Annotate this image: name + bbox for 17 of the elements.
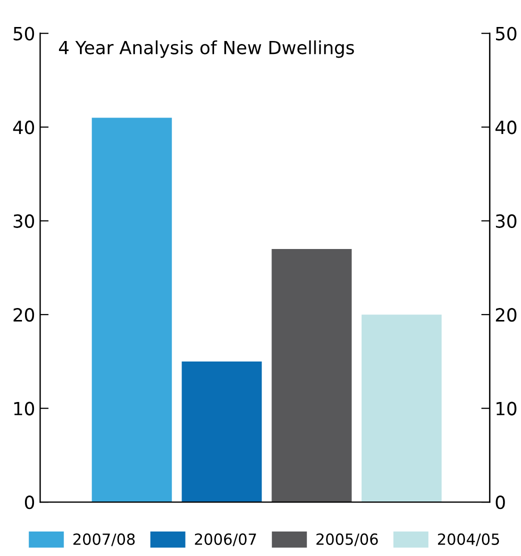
y2-tick-label: 20 [496,308,516,322]
chart-title: 4 Year Analysis of New Dwellings [58,40,354,58]
y-tick-label: 40 [13,120,34,134]
legend-label: 2007/08 [73,533,135,546]
y2-tick-label: 10 [496,402,516,416]
y-tick-label: 30 [14,214,34,228]
y-tick-label: 20 [14,308,34,322]
legend-label: 2005/06 [316,533,378,546]
legend-label: 2006/07 [194,533,256,546]
y2-tick-label: 0 [496,496,505,510]
y2-tick-label: 50 [496,26,516,40]
y-tick-label: 10 [14,402,34,416]
legend-label: 2004/05 [438,533,500,546]
y-tick-label: 0 [24,496,34,510]
y2-tick-label: 40 [495,120,516,134]
y2-tick-label: 30 [496,214,516,228]
y-tick-label: 50 [14,26,34,40]
